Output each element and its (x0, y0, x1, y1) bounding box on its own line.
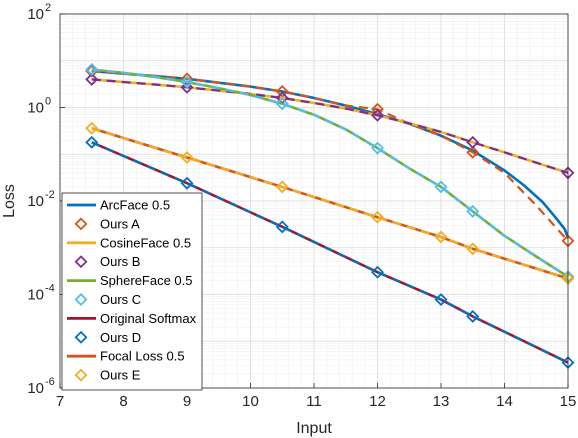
x-tick-label: 9 (183, 393, 191, 410)
legend: ArcFace 0.5 Ours A CosineFace 0.5 Ours B Sph… (61, 192, 203, 391)
data-point-ours-e (275, 180, 289, 194)
series-ours-c (85, 63, 575, 284)
x-tick-label: 15 (560, 393, 577, 410)
y-tick-exponent: -4 (45, 283, 55, 295)
x-tick-label: 11 (306, 393, 322, 410)
legend-label-ours-c: Ours C (100, 292, 141, 307)
legend-item-sphereface-0-5: SphereFace 0.5 (67, 273, 193, 288)
x-tick-label: 7 (56, 393, 64, 410)
data-point-ours-b (466, 135, 480, 149)
data-point-ours-e (371, 210, 384, 224)
y-tick-label: 10 (27, 193, 44, 210)
data-point-ours-c (85, 63, 99, 76)
legend-item-cosineface-0-5: CosineFace 0.5 (67, 235, 191, 250)
series-line-focal-loss-0-5 (91, 126, 569, 280)
data-point-ours-d (371, 265, 384, 279)
x-tick-label: 8 (119, 393, 127, 410)
x-tick-label: 10 (242, 393, 259, 410)
legend-item-ours-e: Ours E (74, 368, 141, 383)
data-point-ours-c (434, 180, 448, 194)
data-point-ours-d (466, 309, 480, 323)
x-tick-label: 12 (369, 393, 386, 410)
series-line-ours-a (91, 70, 569, 242)
legend-item-original-softmax: Original Softmax (67, 311, 197, 326)
legend-label-sphereface-0-5: SphereFace 0.5 (100, 273, 193, 288)
legend-item-ours-d: Ours D (74, 330, 141, 345)
legend-label-cosineface-0-5: CosineFace 0.5 (100, 235, 191, 250)
data-point-ours-c (275, 97, 289, 111)
legend-marker-ours-a (74, 217, 88, 231)
legend-marker-ours-c (74, 293, 88, 306)
data-point-ours-b (85, 72, 99, 86)
data-point-ours-a (180, 72, 194, 86)
series-line-ours-b (91, 78, 569, 174)
series-original-softmax (91, 141, 569, 364)
data-point-ours-b (180, 80, 194, 94)
series-focal-loss-0-5 (91, 126, 569, 280)
data-point-ours-d (275, 220, 289, 234)
legend-marker-ours-d (74, 330, 88, 344)
data-point-ours-d (180, 176, 194, 190)
legend-label-ours-d: Ours D (100, 330, 141, 345)
x-axis-label: Input (296, 420, 332, 437)
legend-label-ours-a: Ours A (100, 216, 140, 231)
data-point-ours-c (180, 75, 194, 89)
legend-item-ours-a: Ours A (74, 216, 140, 231)
y-tick-exponent: -6 (45, 376, 55, 388)
y-tick-label: 10 (27, 287, 44, 304)
legend-label-ours-e: Ours E (100, 368, 141, 383)
legend-label-arcface-0-5: ArcFace 0.5 (100, 198, 170, 213)
data-point-ours-e (466, 242, 480, 256)
legend-item-ours-c: Ours C (74, 292, 141, 307)
series-line-ours-c (91, 68, 569, 278)
data-point-ours-e (180, 151, 194, 165)
y-tick-exponent: -2 (45, 189, 55, 201)
x-tick-label: 14 (496, 393, 513, 410)
legend-marker-ours-b (74, 255, 88, 269)
series-line-original-softmax (91, 141, 569, 364)
legend-marker-ours-e (74, 368, 88, 382)
legend-item-ours-b: Ours B (74, 254, 140, 269)
y-tick-exponent: 0 (45, 96, 51, 108)
data-point-ours-e (85, 121, 99, 135)
legend-label-ours-b: Ours B (100, 254, 140, 269)
data-point-ours-c (371, 141, 384, 155)
y-tick-label: 10 (27, 6, 44, 23)
data-point-ours-c (466, 204, 480, 218)
y-axis-label: Loss (1, 184, 18, 218)
series-ours-e (85, 121, 575, 285)
legend-item-arcface-0-5: ArcFace 0.5 (67, 198, 170, 213)
data-point-ours-d (434, 293, 448, 307)
legend-item-focal-loss-0-5: Focal Loss 0.5 (67, 349, 185, 364)
data-point-ours-e (434, 230, 448, 244)
legend-label-original-softmax: Original Softmax (100, 311, 197, 326)
data-point-ours-d (85, 135, 99, 149)
y-tick-exponent: 2 (45, 2, 51, 14)
legend-label-focal-loss-0-5: Focal Loss 0.5 (100, 349, 185, 364)
data-point-ours-a (466, 145, 480, 159)
series-layer (85, 63, 575, 370)
y-tick-label: 10 (27, 100, 44, 117)
data-point-ours-b (371, 108, 384, 122)
y-tick-label: 10 (27, 380, 44, 397)
x-tick-label: 13 (433, 393, 450, 410)
